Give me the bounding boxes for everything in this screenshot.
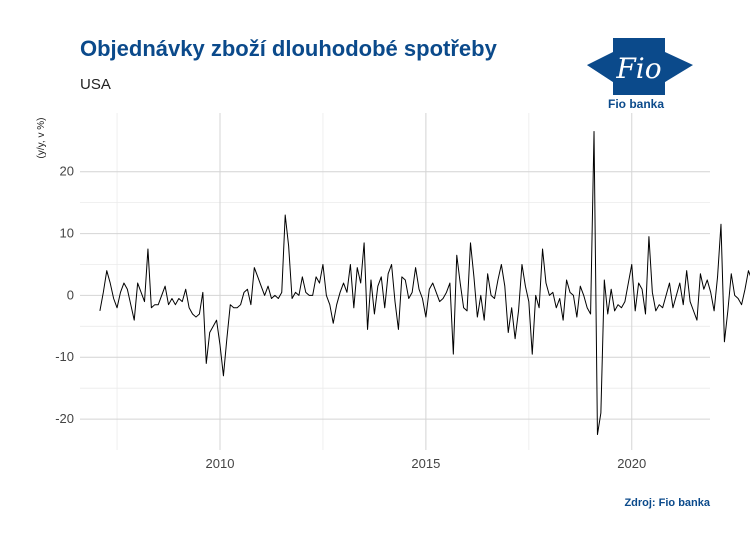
logo-text: Fio [615,52,661,85]
series-line [99,131,750,436]
x-tick-label: 2020 [617,456,646,471]
x-tick-label: 2010 [206,456,235,471]
source-note: Zdroj: Fio banka [624,497,710,509]
y-tick-label: 10 [60,226,74,241]
y-tick-label: -20 [55,411,74,426]
logo-right-wing-icon [665,52,693,82]
logo-box-icon [613,38,665,95]
y-tick-label: -10 [55,349,74,364]
fio-logo-icon: Fio [587,38,693,95]
x-tick-label: 2015 [411,456,440,471]
y-tick-label: 20 [60,164,74,179]
logo-left-wing-icon [587,52,613,82]
logo-label: Fio banka [608,97,665,111]
chart-title: Objednávky zboží dlouhodobé spotřeby [80,36,497,61]
y-tick-label: 0 [67,287,74,302]
chart-subtitle: USA [80,76,111,93]
y-axis-title: (y/y, v %) [36,118,47,159]
